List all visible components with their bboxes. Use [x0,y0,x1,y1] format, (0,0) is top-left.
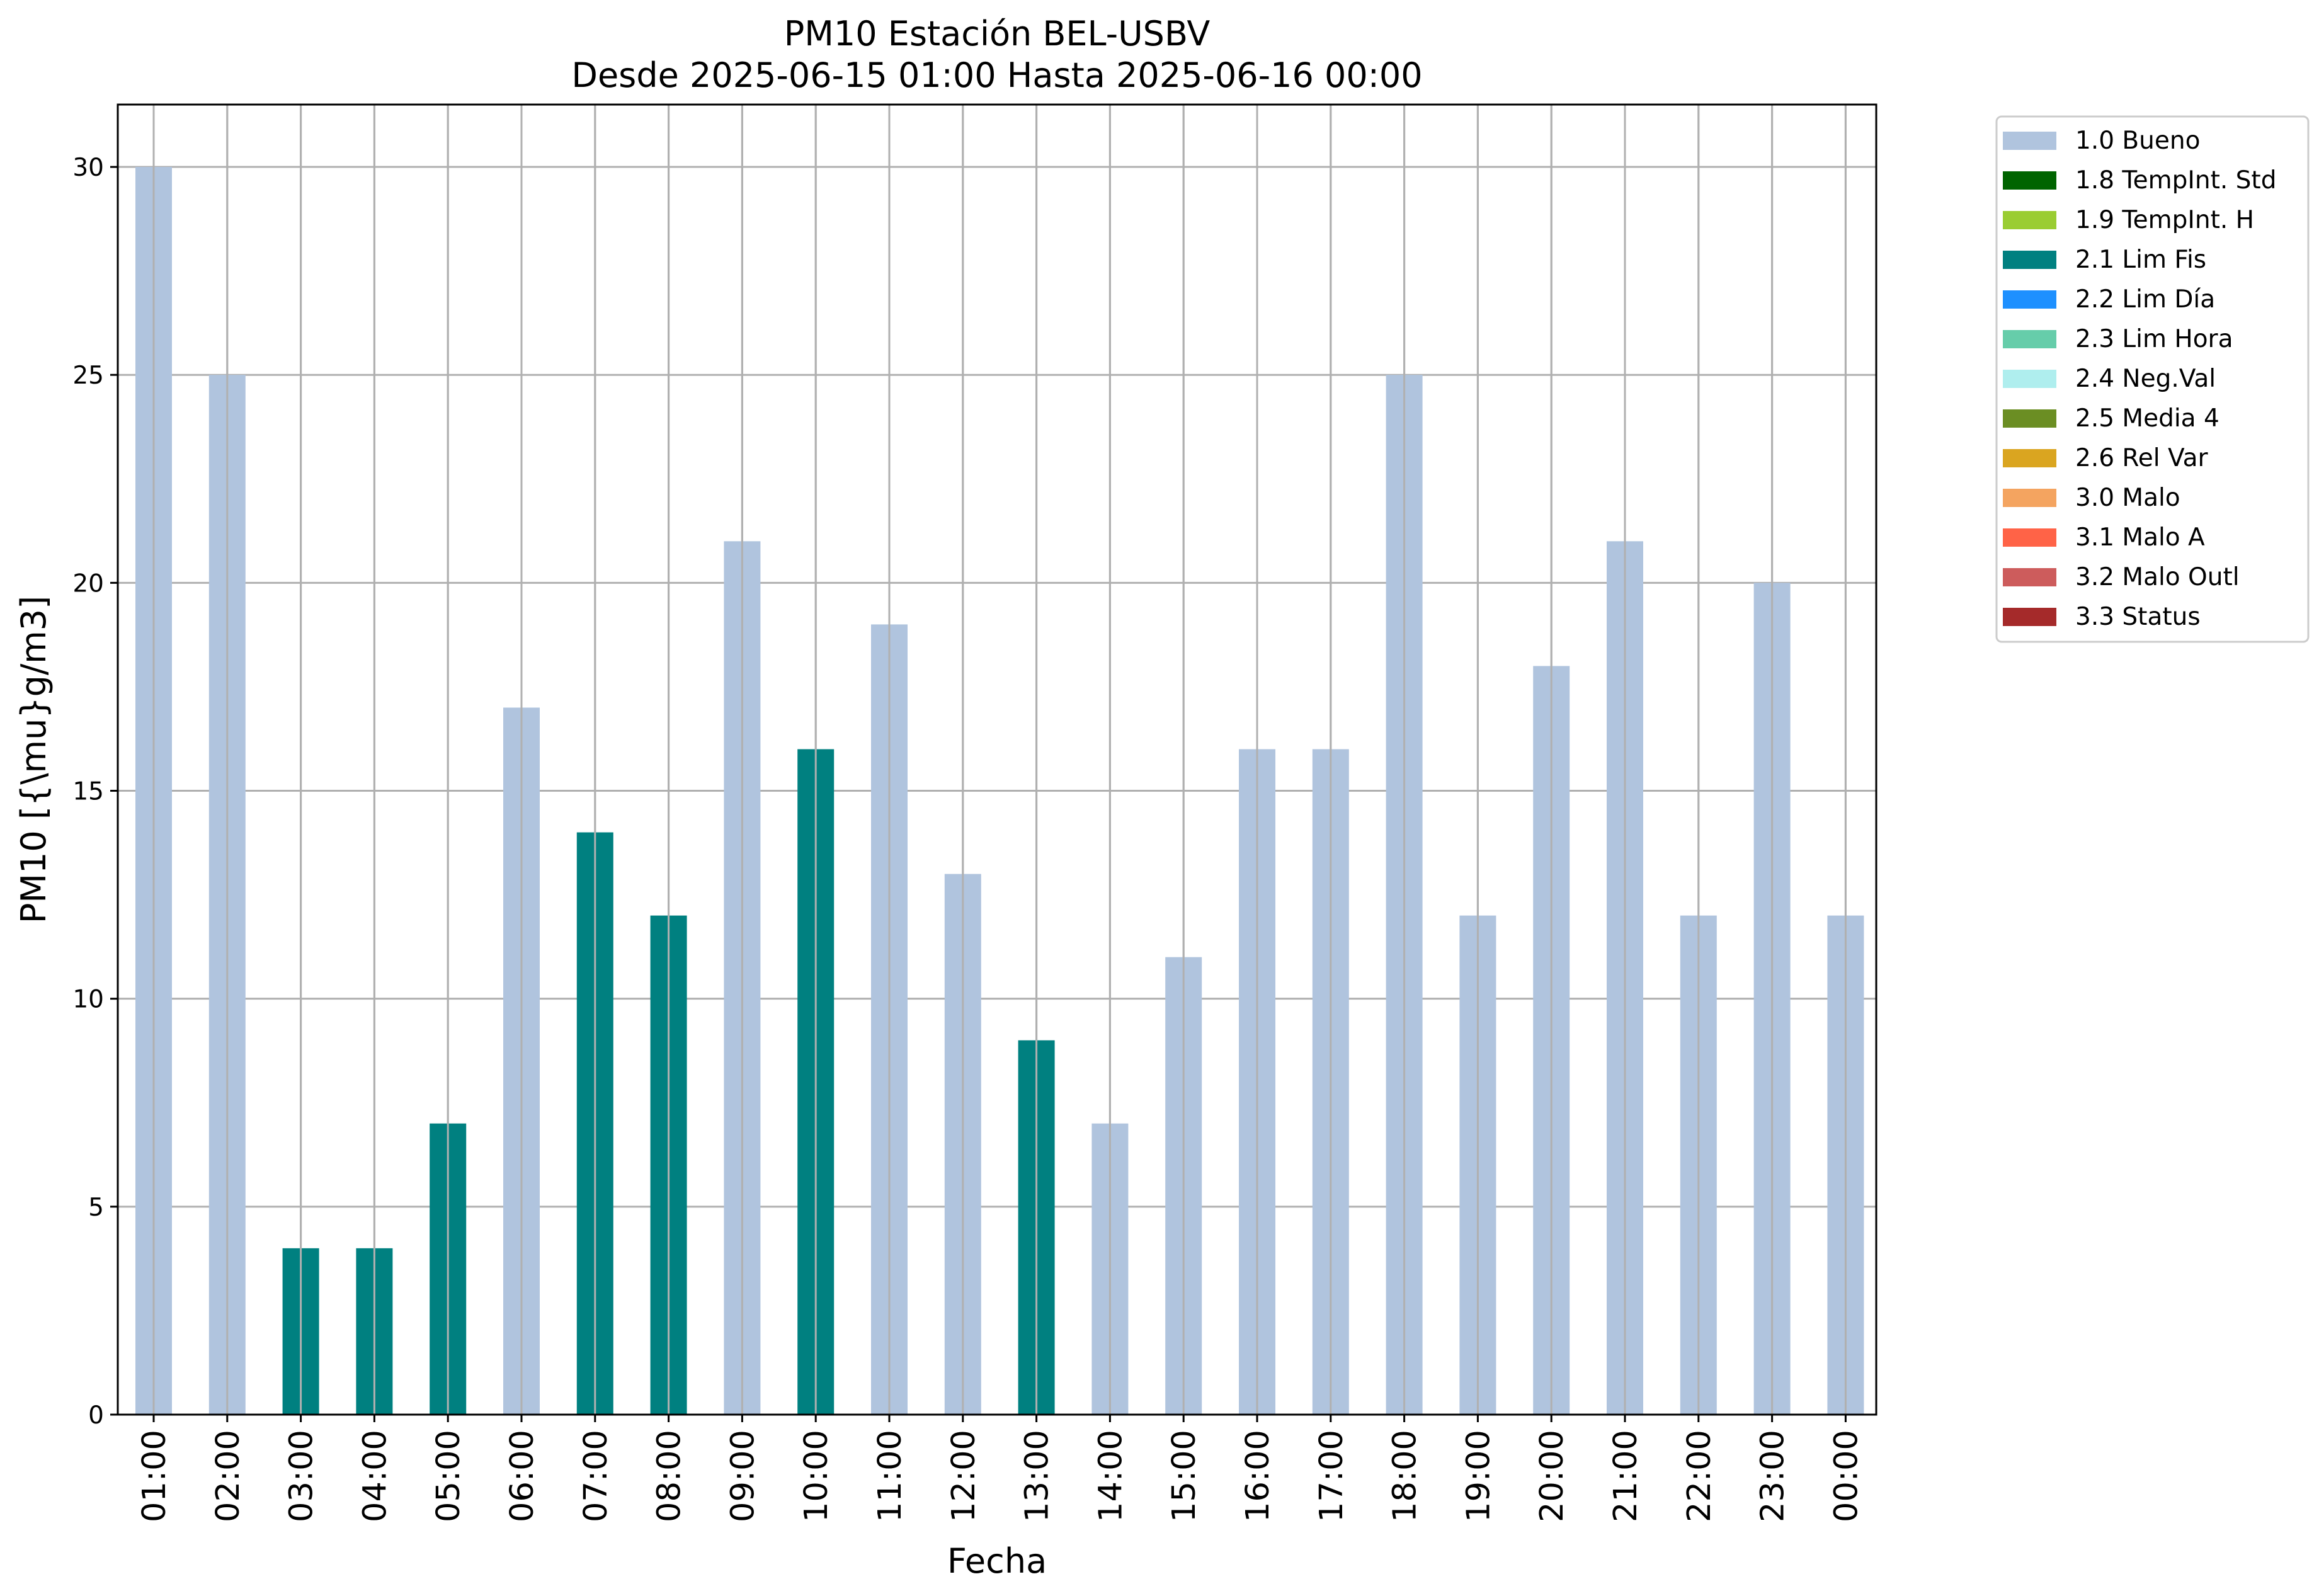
x-tick-label: 22:00 [1681,1430,1718,1522]
x-tick-label: 02:00 [210,1430,247,1522]
legend-swatch [2003,568,2056,586]
y-tick-label: 5 [88,1194,104,1222]
y-axis-label: PM10 [{\mu}g/m3] [14,596,54,923]
x-tick-label: 06:00 [504,1430,541,1522]
x-tick-label: 04:00 [356,1430,394,1522]
x-axis-label: Fecha [947,1541,1047,1581]
x-tick-label: 03:00 [283,1430,321,1522]
legend-swatch [2003,370,2056,388]
legend-label: 3.3 Status [2075,603,2201,631]
legend-label: 2.1 Lim Fis [2075,246,2206,274]
legend-label: 1.0 Bueno [2075,127,2200,155]
x-axis-ticks: 01:00 02:00 03:00 04:00 05:00 06:00 07:00 08:00… [136,1415,1865,1522]
plot-area-frame [117,103,1877,1416]
legend-swatch [2003,251,2056,269]
y-tick-label: 10 [72,986,104,1014]
x-tick-label: 16:00 [1239,1430,1277,1522]
legend-swatch [2003,409,2056,428]
legend: 1.0 Bueno 1.8 TempInt. Std 1.9 TempInt. H 2… [1995,115,2310,643]
y-tick-label: 20 [72,569,104,598]
legend-swatch [2003,608,2056,626]
y-tick-label: 25 [72,362,104,390]
x-tick-label: 08:00 [651,1430,688,1522]
legend-swatch [2003,132,2056,150]
legend-label: 2.6 Rel Var [2075,444,2209,472]
legend-label: 3.2 Malo Outl [2075,563,2240,591]
legend-swatch [2003,449,2056,467]
legend-label: 1.8 TempInt. Std [2075,166,2276,195]
x-tick-label: 09:00 [724,1430,761,1522]
legend-label: 1.9 TempInt. H [2075,206,2254,234]
bars [135,105,1864,1415]
x-tick-label: 10:00 [798,1430,835,1522]
legend-swatch [2003,489,2056,507]
x-tick-label: 17:00 [1313,1430,1350,1522]
chart-title: PM10 Estación BEL-USBV [784,14,1211,54]
legend-label: 2.3 Lim Hora [2075,325,2233,353]
x-tick-label: 21:00 [1607,1430,1644,1522]
legend-label: 3.1 Malo A [2075,523,2205,552]
x-tick-label: 00:00 [1828,1430,1865,1522]
x-tick-label: 19:00 [1460,1430,1497,1522]
x-tick-label: 05:00 [430,1430,467,1522]
x-tick-label: 13:00 [1019,1430,1056,1522]
x-tick-label: 23:00 [1755,1430,1792,1522]
legend-label: 2.4 Neg.Val [2075,365,2216,393]
x-tick-label: 01:00 [136,1430,173,1522]
y-tick-label: 0 [88,1401,104,1430]
x-tick-label: 07:00 [578,1430,615,1522]
y-tick-label: 30 [72,154,104,182]
x-tick-label: 12:00 [945,1430,983,1522]
y-axis-ticks: 0 5 10 15 20 25 30 [72,154,118,1430]
legend-frame [1995,115,2310,643]
x-tick-label: 20:00 [1534,1430,1571,1522]
legend-swatch [2003,290,2056,309]
legend-label: 2.5 Media 4 [2075,404,2219,433]
y-tick-label: 15 [72,778,104,806]
legend-label: 2.2 Lim Día [2075,285,2215,314]
legend-swatch [2003,211,2056,229]
legend-swatch [2003,528,2056,547]
legend-swatch [2003,330,2056,348]
x-tick-label: 18:00 [1387,1430,1424,1522]
x-tick-label: 11:00 [872,1430,909,1522]
chart-subtitle: Desde 2025-06-15 01:00 Hasta 2025-06-16 … [571,55,1422,95]
x-tick-label: 15:00 [1166,1430,1203,1522]
legend-swatch [2003,171,2056,190]
legend-label: 3.0 Malo [2075,484,2180,512]
x-tick-label: 14:00 [1092,1430,1129,1522]
